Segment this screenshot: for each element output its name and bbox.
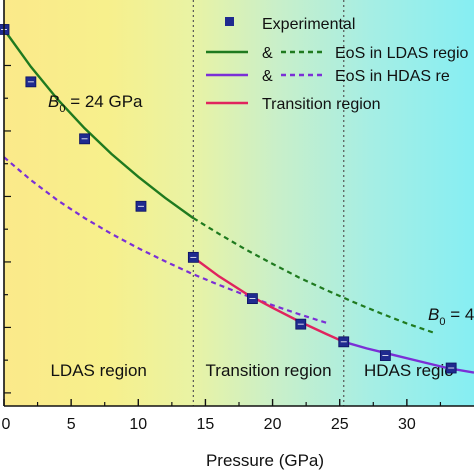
legend-label-transition: Transition region xyxy=(262,96,381,113)
x-tick-label: 0 xyxy=(2,416,11,433)
legend-label-ldas: EoS in LDAS regio xyxy=(335,45,469,62)
x-tick-label: 30 xyxy=(398,416,416,433)
experimental-markers xyxy=(0,24,457,374)
x-axis-ticks: 0 5 10 15 20 25 30 xyxy=(2,399,442,433)
series-ldas-solid xyxy=(3,28,195,220)
legend-amp-hdas: & xyxy=(262,68,273,85)
y-axis-ticks xyxy=(4,64,11,394)
legend-amp-ldas: & xyxy=(262,45,273,62)
x-axis-title: Pressure (GPa) xyxy=(206,451,324,470)
legend: Experimental & EoS in LDAS regio & EoS i… xyxy=(206,16,469,113)
region-labels: LDAS region Transition region HDAS regio xyxy=(50,361,453,380)
series-lines xyxy=(3,28,474,374)
series-ldas-dashed xyxy=(192,217,435,334)
legend-label-experimental: Experimental xyxy=(262,16,355,33)
legend-marker-experimental xyxy=(225,17,234,26)
legend-label-hdas: EoS in HDAS re xyxy=(335,68,450,85)
series-transition xyxy=(192,256,345,343)
x-tick-label: 5 xyxy=(67,416,76,433)
b0-ldas-annotation: B0 = 24 GPa xyxy=(48,92,143,115)
series-hdas-dashed xyxy=(3,156,327,324)
region-label-ldas: LDAS region xyxy=(50,361,146,380)
b0-hdas-annotation: B0 = 4 xyxy=(428,305,474,328)
plot-background xyxy=(4,0,474,406)
x-tick-label: 25 xyxy=(331,416,349,433)
region-label-hdas: HDAS regio xyxy=(364,361,454,380)
region-label-transition: Transition region xyxy=(206,361,332,380)
x-tick-label: 10 xyxy=(129,416,147,433)
x-tick-label: 15 xyxy=(197,416,215,433)
x-tick-label: 20 xyxy=(264,416,282,433)
